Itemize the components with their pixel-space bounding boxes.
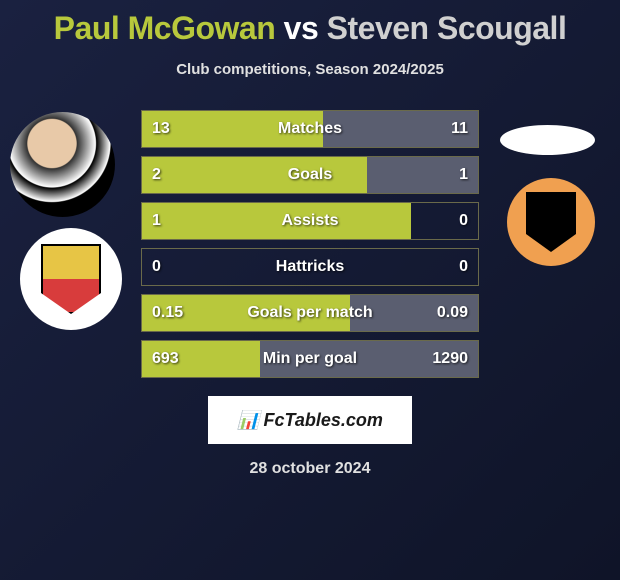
stat-label: Hattricks [276, 258, 344, 276]
stat-value-right: 11 [451, 120, 468, 138]
stat-row: 2 Goals 1 [141, 156, 479, 194]
stat-row: 13 Matches 11 [141, 110, 479, 148]
stat-label: Min per goal [263, 350, 357, 368]
stat-value-left: 0 [152, 258, 161, 276]
stat-value-right: 0.09 [437, 304, 468, 322]
stat-value-right: 1290 [432, 350, 468, 368]
stat-value-left: 0.15 [152, 304, 183, 322]
stat-value-left: 693 [152, 350, 179, 368]
source-logo-text: FcTables.com [264, 410, 383, 431]
player-left-avatar [10, 112, 115, 217]
stat-fill-left [142, 203, 411, 239]
vs-separator: vs [284, 10, 319, 46]
stat-value-right: 0 [459, 212, 468, 230]
comparison-title: Paul McGowan vs Steven Scougall [10, 0, 610, 47]
player-left-name: Paul McGowan [54, 10, 276, 46]
source-logo: 📊 FcTables.com [208, 396, 412, 444]
club-left-badge [20, 228, 122, 330]
player-right-name: Steven Scougall [327, 10, 567, 46]
generation-date: 28 october 2024 [10, 460, 610, 478]
stat-label: Goals per match [247, 304, 372, 322]
stat-row: 693 Min per goal 1290 [141, 340, 479, 378]
shield-icon [41, 244, 101, 314]
stat-label: Matches [278, 120, 342, 138]
player-right-avatar [500, 125, 595, 155]
stat-value-left: 13 [152, 120, 170, 138]
stat-value-right: 0 [459, 258, 468, 276]
club-right-badge [507, 178, 595, 266]
stat-row: 1 Assists 0 [141, 202, 479, 240]
stat-value-right: 1 [459, 166, 468, 184]
stat-row: 0.15 Goals per match 0.09 [141, 294, 479, 332]
stat-row: 0 Hattricks 0 [141, 248, 479, 286]
stat-label: Goals [288, 166, 332, 184]
stat-label: Assists [282, 212, 339, 230]
shield-icon [526, 192, 576, 252]
subtitle: Club competitions, Season 2024/2025 [10, 61, 610, 78]
stat-value-left: 2 [152, 166, 161, 184]
stat-fill-left [142, 157, 367, 193]
stat-value-left: 1 [152, 212, 161, 230]
